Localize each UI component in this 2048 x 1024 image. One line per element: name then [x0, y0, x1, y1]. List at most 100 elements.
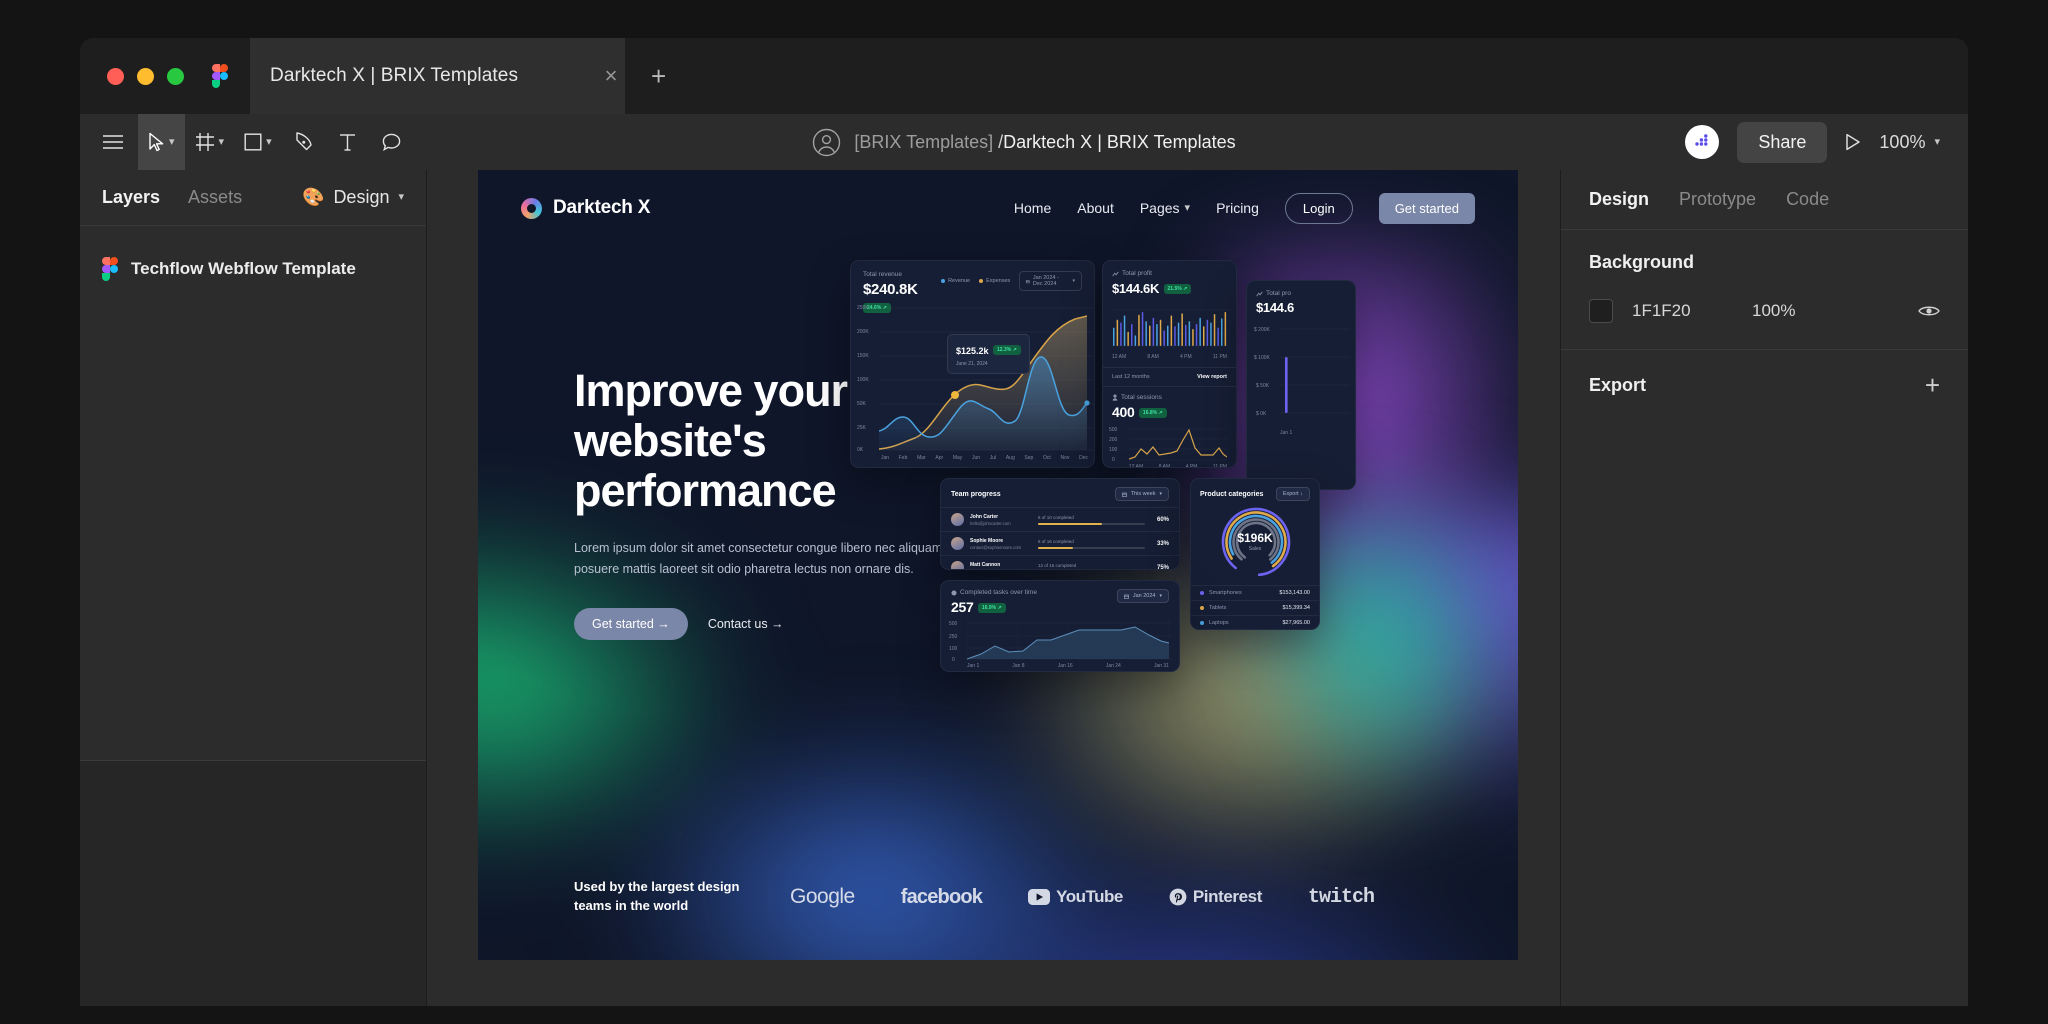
table-row[interactable]: Matt Cannon info@mattcannon.com 12 of 16…	[941, 555, 1179, 569]
revenue-area-svg	[879, 307, 1094, 451]
x-tick: Apr	[935, 455, 944, 461]
clipped-x-axis: Jan 1	[1247, 419, 1355, 439]
breadcrumb: [BRIX Templates] /Darktech X | BRIX Temp…	[80, 114, 1968, 170]
breadcrumb-path[interactable]: [BRIX Templates] /Darktech X | BRIX Temp…	[854, 132, 1235, 153]
x-tick: 4 PM	[1180, 354, 1192, 360]
chevron-down-icon[interactable]: ▾	[398, 191, 404, 203]
pen-tool-icon[interactable]	[282, 114, 326, 170]
minimize-window-button[interactable]	[137, 67, 154, 85]
comment-tool-icon[interactable]	[370, 114, 414, 170]
website-design-frame[interactable]: Darktech X Home About Pages ▾ Pricing Log…	[478, 170, 1518, 960]
get-started-button[interactable]: Get started	[1378, 192, 1475, 224]
menu-icon[interactable]	[80, 114, 138, 170]
hero-get-started-button[interactable]: Get started →	[574, 608, 688, 641]
tab-code[interactable]: Code	[1786, 189, 1830, 209]
chevron-down-icon[interactable]: ▾	[169, 135, 175, 148]
shape-tool-icon[interactable]: ▾	[234, 114, 282, 170]
move-tool-icon[interactable]: ▾	[138, 114, 185, 170]
tab-title: Darktech X | BRIX Templates	[270, 65, 519, 86]
close-window-button[interactable]	[107, 67, 124, 85]
hero-subtitle: Lorem ipsum dolor sit amet consectetur c…	[574, 540, 943, 577]
website-navbar: Darktech X Home About Pages ▾ Pricing Log…	[478, 170, 1518, 246]
export-button[interactable]: Export ↓	[1275, 487, 1310, 501]
background-opacity-input[interactable]: 100%	[1752, 301, 1796, 320]
team-range-selector[interactable]: This week ▾	[1114, 487, 1169, 501]
brand-logo-pinterest: Pinterest	[1169, 887, 1262, 907]
table-row[interactable]: John Carter hello@johncarter.com 6 of 10…	[941, 507, 1179, 531]
breadcrumb-team[interactable]: [BRIX Templates]	[854, 131, 994, 152]
check-circle-icon	[951, 589, 957, 596]
hero-contact-link[interactable]: Contact us →	[707, 617, 784, 632]
tab-design[interactable]: Design	[1589, 189, 1650, 209]
background-color-swatch[interactable]	[1589, 299, 1613, 323]
member-percent: 33%	[1156, 540, 1169, 547]
list-item[interactable]: Techflow Webflow Template	[80, 248, 426, 290]
category-name: Smartphones	[1209, 590, 1242, 596]
chevron-down-icon[interactable]: ▾	[218, 135, 225, 148]
y-tick: $ 0K	[1256, 411, 1267, 417]
share-button[interactable]: Share	[1737, 121, 1828, 163]
breadcrumb-file[interactable]: Darktech X | BRIX Templates	[1003, 131, 1236, 152]
legend-expenses: Expenses	[979, 278, 1010, 284]
add-export-icon[interactable]: +	[1924, 370, 1940, 400]
y-tick: 0K	[857, 447, 864, 453]
nav-link-about[interactable]: About	[1077, 200, 1114, 216]
login-button[interactable]: Login	[1284, 192, 1353, 224]
maximize-window-button[interactable]	[167, 67, 184, 85]
y-tick: 100	[1109, 447, 1118, 453]
present-play-icon[interactable]	[1845, 133, 1861, 151]
tab-layers[interactable]: Layers	[102, 187, 161, 207]
close-tab-icon[interactable]: ×	[604, 63, 618, 88]
total-revenue-card[interactable]: Total revenue $240.8K 24.6% ↗ Revenue Ex…	[850, 260, 1095, 468]
frame-tool-icon[interactable]: ▾	[185, 114, 235, 170]
website-nav-links: Home About Pages ▾ Pricing Login Get star…	[1013, 192, 1475, 224]
nav-link-pricing[interactable]: Pricing	[1216, 200, 1259, 216]
y-tick: 0	[1112, 457, 1115, 463]
trend-up-icon	[1256, 291, 1263, 296]
table-row[interactable]: Sophie Moore contact@sophiemoore.com 6 o…	[941, 531, 1179, 555]
tab-prototype[interactable]: Prototype	[1679, 189, 1757, 209]
user-avatar-icon[interactable]	[812, 128, 841, 157]
visibility-eye-icon[interactable]	[1918, 304, 1940, 318]
total-profit-clipped-card[interactable]: Total pro $144.6 $ 200K $ 100K $ 50K $ 0…	[1246, 280, 1356, 490]
team-progress-card[interactable]: Team progress This week ▾ John Carter he…	[940, 478, 1180, 570]
y-tick: 100	[949, 646, 958, 652]
new-tab-icon[interactable]: +	[651, 61, 667, 91]
figma-canvas[interactable]: Darktech X Home About Pages ▾ Pricing Log…	[427, 170, 1560, 1006]
tab-assets[interactable]: Assets	[188, 187, 243, 207]
zoom-control[interactable]: 100% ▾	[1879, 132, 1940, 153]
text-tool-icon[interactable]	[326, 114, 370, 170]
layer-name: Techflow Webflow Template	[131, 259, 356, 278]
collaborator-avatar[interactable]	[1685, 125, 1720, 159]
chevron-down-icon[interactable]: ▾	[1934, 135, 1940, 148]
design-system-switcher[interactable]: 🎨 Design ▾	[302, 187, 404, 208]
total-profit-card[interactable]: Total profit $144.6K 21.5% ↗ 12 AM 8 AM	[1102, 260, 1237, 468]
profit-footer-label: Last 12 months	[1112, 374, 1150, 380]
member-name: John Carter	[970, 513, 999, 520]
layers-list: Techflow Webflow Template	[80, 226, 426, 290]
nav-link-home[interactable]: Home	[1013, 200, 1052, 216]
background-hex-input[interactable]: 1F1F20	[1632, 301, 1691, 320]
x-tick: Jan 31	[1153, 663, 1169, 669]
x-tick: Jan 1	[1280, 430, 1293, 436]
chevron-down-icon[interactable]: ▾	[266, 135, 272, 148]
profit-view-report-link[interactable]: View report	[1197, 374, 1227, 380]
browser-tab[interactable]: Darktech X | BRIX Templates ×	[250, 38, 625, 114]
app-body: Layers Assets 🎨 Design ▾ Techflow Webflo…	[80, 170, 1968, 1006]
sessions-card-label: Total sessions	[1112, 394, 1227, 401]
tooltip-badge: 12.3% ↗	[993, 344, 1021, 355]
progress-bar	[1038, 546, 1145, 549]
revenue-tooltip: $125.2k 12.3% ↗ June 21, 2024	[947, 334, 1030, 374]
left-sidebar-tabs: Layers Assets 🎨 Design ▾	[80, 170, 426, 226]
website-logo[interactable]: Darktech X	[521, 197, 650, 219]
completed-tasks-card[interactable]: Completed tasks over time 257 16.9% ↗ Ja…	[940, 580, 1180, 672]
tooltip-date: June 21, 2024	[956, 361, 988, 367]
tasks-range-selector[interactable]: Jan 2024 ▾	[1116, 589, 1169, 603]
darktech-logo-icon	[521, 197, 542, 219]
brand-logo-facebook: facebook	[900, 885, 983, 908]
product-categories-card[interactable]: Product categories Export ↓ $196K	[1190, 478, 1320, 630]
revenue-range-selector[interactable]: Jan 2024 - Dec 2024 ▾	[1019, 271, 1082, 291]
y-tick: 250K	[857, 305, 869, 311]
logo-text: Darktech X	[553, 197, 651, 218]
nav-link-pages[interactable]: Pages ▾	[1140, 200, 1190, 216]
